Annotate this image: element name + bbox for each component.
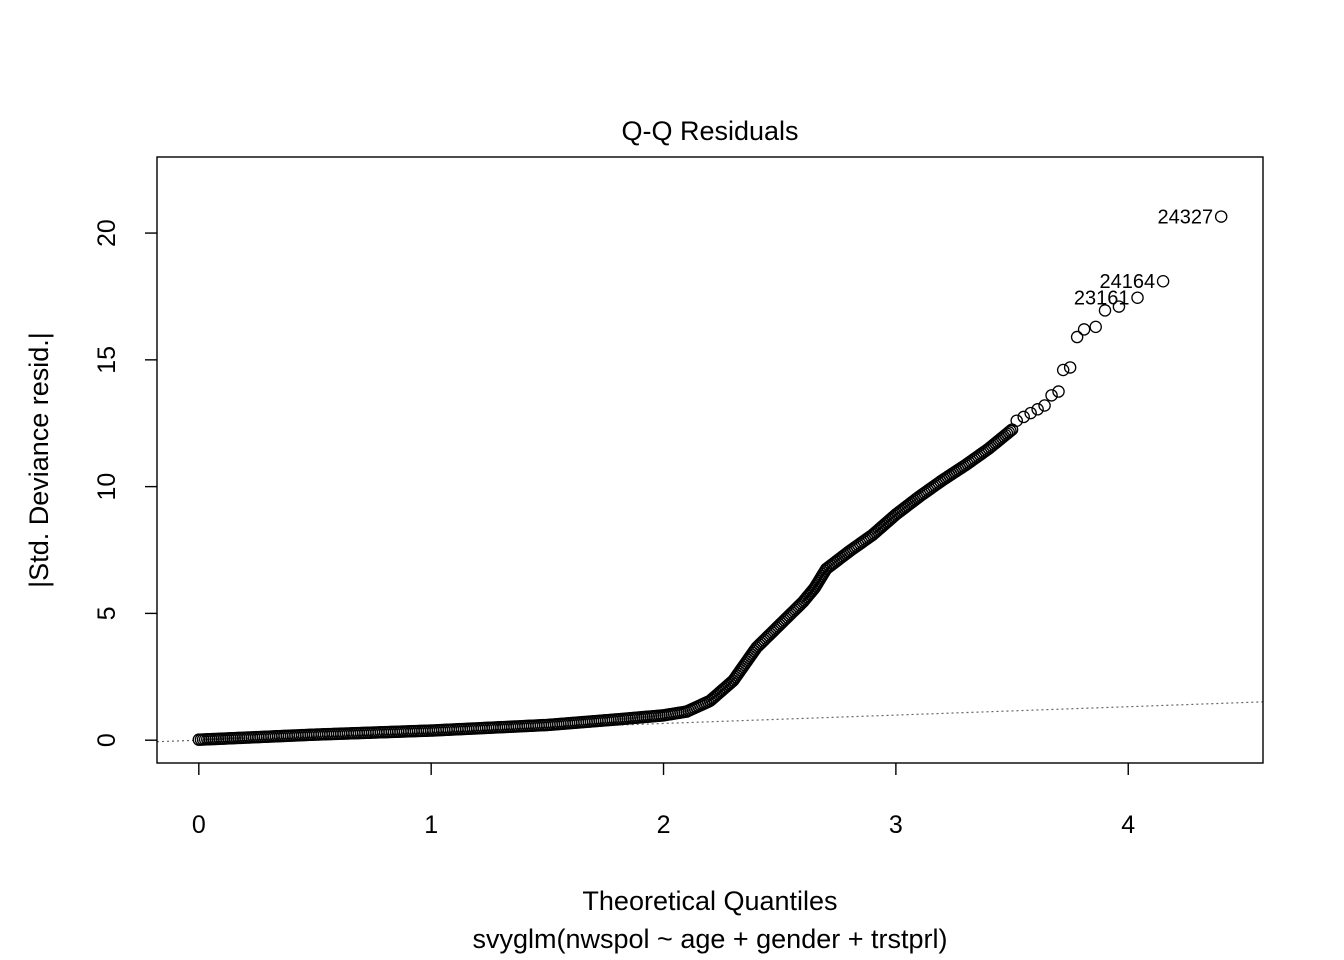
y-tick-label: 0	[93, 733, 121, 747]
x-tick-label: 4	[1121, 811, 1135, 839]
data-point	[1056, 363, 1070, 377]
x-tick-label: 2	[657, 811, 671, 839]
data-point	[1038, 399, 1051, 412]
data-point	[1089, 320, 1102, 334]
data-point	[1004, 424, 1017, 438]
x-axis-label: Theoretical Quantiles	[582, 886, 837, 916]
data-point	[1070, 330, 1084, 344]
data-point	[1077, 323, 1091, 336]
y-tick-label: 10	[93, 473, 121, 501]
axes-layer: 0 1 2 3 4 0 5 10 15 20	[93, 156, 1264, 839]
data-point	[1010, 414, 1023, 427]
point-label: 24164	[1099, 271, 1155, 293]
x-tick-label: 0	[192, 811, 206, 839]
y-tick-label: 5	[93, 606, 121, 620]
data-point	[1214, 210, 1228, 223]
data-point	[1098, 304, 1112, 317]
point-label: 23161	[1074, 288, 1130, 310]
x-axis-sublabel: svyglm(nwspol ~ age + gender + trstprl)	[473, 924, 948, 954]
y-tick-label: 15	[93, 346, 121, 374]
y-tick-label: 20	[93, 219, 121, 247]
data-point	[1002, 426, 1015, 439]
point-label: 24327	[1158, 207, 1214, 229]
data-point	[1156, 274, 1170, 288]
x-tick-label: 3	[889, 811, 903, 839]
data-point	[1017, 410, 1030, 424]
chart-title: Q-Q Residuals	[621, 116, 798, 146]
y-axis-label: |Std. Deviance resid.|	[24, 332, 54, 588]
plot-frame	[156, 156, 1264, 764]
data-point	[1024, 406, 1037, 420]
data-point	[1112, 300, 1126, 313]
data-point	[1131, 291, 1144, 304]
data-point	[1031, 403, 1044, 416]
data-point	[1063, 361, 1077, 374]
data-point	[1045, 389, 1058, 402]
data-points-layer	[192, 210, 1228, 746]
x-tick-label: 1	[424, 811, 438, 839]
data-point	[1052, 385, 1065, 398]
